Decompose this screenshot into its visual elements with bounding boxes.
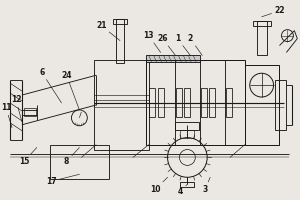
Bar xyxy=(24,108,36,116)
Bar xyxy=(274,80,286,130)
Bar xyxy=(201,88,207,117)
Bar xyxy=(226,88,232,117)
Bar xyxy=(180,130,194,138)
Bar xyxy=(146,60,245,145)
Bar xyxy=(113,19,127,24)
Text: 13: 13 xyxy=(143,31,161,52)
Text: 10: 10 xyxy=(150,177,168,194)
Bar xyxy=(116,19,124,63)
Text: 6: 6 xyxy=(39,68,62,103)
Text: 22: 22 xyxy=(262,6,285,17)
Text: 17: 17 xyxy=(46,174,80,186)
Bar xyxy=(257,21,267,55)
Bar xyxy=(180,182,194,187)
Text: 4: 4 xyxy=(178,184,188,196)
Text: 2: 2 xyxy=(188,34,202,55)
Bar xyxy=(50,145,109,179)
Text: 26: 26 xyxy=(157,34,176,55)
Bar xyxy=(184,88,190,117)
Text: 15: 15 xyxy=(19,148,37,166)
Bar xyxy=(149,88,155,117)
Bar xyxy=(209,88,215,117)
Bar xyxy=(176,88,182,117)
Text: 1: 1 xyxy=(175,34,190,55)
Text: 21: 21 xyxy=(96,21,120,41)
Bar xyxy=(245,65,280,145)
Text: 8: 8 xyxy=(64,148,80,166)
Bar xyxy=(253,21,271,26)
Text: 11: 11 xyxy=(1,103,12,128)
Bar xyxy=(158,88,164,117)
Text: 24: 24 xyxy=(61,71,80,110)
Text: 3: 3 xyxy=(202,177,210,194)
Bar xyxy=(176,122,199,130)
Bar xyxy=(94,60,149,150)
Bar xyxy=(146,55,200,62)
Text: 12: 12 xyxy=(11,96,22,122)
